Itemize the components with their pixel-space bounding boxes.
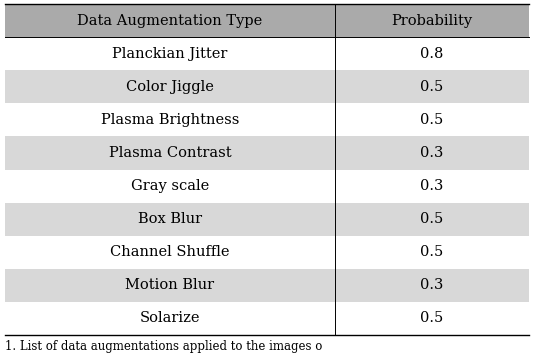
Text: Gray scale: Gray scale xyxy=(131,179,209,193)
Text: Plasma Brightness: Plasma Brightness xyxy=(101,113,239,127)
Text: Box Blur: Box Blur xyxy=(138,212,202,226)
Text: Planckian Jitter: Planckian Jitter xyxy=(112,47,227,61)
Text: Solarize: Solarize xyxy=(140,311,200,325)
Text: 0.3: 0.3 xyxy=(420,179,444,193)
Text: 0.3: 0.3 xyxy=(420,278,444,292)
Bar xyxy=(5,169,335,203)
Text: 0.5: 0.5 xyxy=(420,245,444,259)
Text: Motion Blur: Motion Blur xyxy=(125,278,215,292)
Bar xyxy=(335,4,529,37)
Bar xyxy=(5,70,335,103)
Text: 0.8: 0.8 xyxy=(420,47,444,61)
Bar xyxy=(335,103,529,136)
Text: 0.5: 0.5 xyxy=(420,80,444,94)
Text: 0.3: 0.3 xyxy=(420,146,444,160)
Bar xyxy=(5,4,335,37)
Text: Data Augmentation Type: Data Augmentation Type xyxy=(77,13,263,28)
Bar xyxy=(335,269,529,302)
Bar xyxy=(5,236,335,269)
Bar xyxy=(335,70,529,103)
Bar xyxy=(5,37,335,70)
Bar xyxy=(335,302,529,335)
Text: 0.5: 0.5 xyxy=(420,311,444,325)
Bar xyxy=(5,136,335,169)
Bar xyxy=(5,302,335,335)
Bar xyxy=(335,37,529,70)
Text: Color Jiggle: Color Jiggle xyxy=(126,80,214,94)
Bar xyxy=(5,103,335,136)
Text: Plasma Contrast: Plasma Contrast xyxy=(109,146,231,160)
Bar xyxy=(5,269,335,302)
Bar xyxy=(335,236,529,269)
Text: Channel Shuffle: Channel Shuffle xyxy=(111,245,230,259)
Text: 0.5: 0.5 xyxy=(420,113,444,127)
Text: Probability: Probability xyxy=(391,13,473,28)
Bar xyxy=(5,203,335,236)
Bar xyxy=(335,203,529,236)
Text: 0.5: 0.5 xyxy=(420,212,444,226)
Bar xyxy=(335,136,529,169)
Text: 1. List of data augmentations applied to the images o: 1. List of data augmentations applied to… xyxy=(5,340,323,353)
Bar xyxy=(335,169,529,203)
